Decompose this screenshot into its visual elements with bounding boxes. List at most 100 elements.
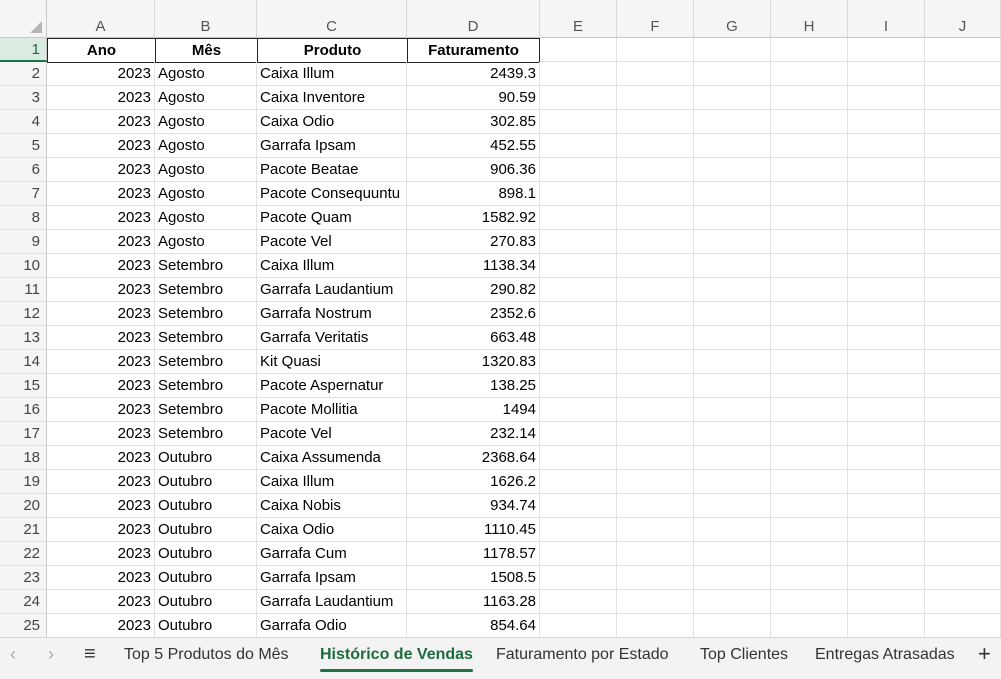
table-cell[interactable]: 2023 [47,350,155,374]
table-cell[interactable]: Outubro [155,494,257,518]
table-cell[interactable]: 1508.5 [407,566,540,590]
empty-cell[interactable] [694,278,771,302]
empty-cell[interactable] [540,86,617,110]
table-cell[interactable]: Pacote Mollitia [257,398,407,422]
empty-cell[interactable] [771,182,848,206]
empty-cell[interactable] [848,38,925,62]
table-cell[interactable]: 2023 [47,62,155,86]
empty-cell[interactable] [771,62,848,86]
table-cell[interactable]: Garrafa Laudantium [257,590,407,614]
empty-cell[interactable] [617,566,694,590]
table-cell[interactable]: 1110.45 [407,518,540,542]
empty-cell[interactable] [617,86,694,110]
table-cell[interactable]: Pacote Quam [257,206,407,230]
row-header[interactable]: 19 [0,470,47,494]
empty-cell[interactable] [617,110,694,134]
empty-cell[interactable] [925,110,1001,134]
table-cell[interactable]: Garrafa Odio [257,614,407,637]
table-cell[interactable]: Caixa Nobis [257,494,407,518]
empty-cell[interactable] [925,470,1001,494]
empty-cell[interactable] [540,38,617,62]
table-cell[interactable]: 270.83 [407,230,540,254]
empty-cell[interactable] [925,38,1001,62]
table-cell[interactable]: Caixa Odio [257,110,407,134]
row-header[interactable]: 3 [0,86,47,110]
empty-cell[interactable] [540,182,617,206]
table-cell[interactable]: 2023 [47,518,155,542]
table-cell[interactable]: 90.59 [407,86,540,110]
empty-cell[interactable] [694,566,771,590]
empty-cell[interactable] [540,278,617,302]
row-header[interactable]: 25 [0,614,47,637]
row-header[interactable]: 17 [0,422,47,446]
table-cell[interactable]: Setembro [155,254,257,278]
empty-cell[interactable] [771,566,848,590]
empty-cell[interactable] [848,566,925,590]
empty-cell[interactable] [771,254,848,278]
table-cell[interactable]: 2023 [47,470,155,494]
table-cell[interactable]: Garrafa Veritatis [257,326,407,350]
empty-cell[interactable] [694,470,771,494]
empty-cell[interactable] [540,542,617,566]
empty-cell[interactable] [848,134,925,158]
empty-cell[interactable] [617,278,694,302]
empty-cell[interactable] [694,182,771,206]
empty-cell[interactable] [848,446,925,470]
empty-cell[interactable] [771,134,848,158]
sheet-list-menu-icon[interactable]: ≡ [84,643,96,665]
empty-cell[interactable] [540,470,617,494]
empty-cell[interactable] [617,446,694,470]
empty-cell[interactable] [925,254,1001,278]
empty-cell[interactable] [617,182,694,206]
empty-cell[interactable] [848,374,925,398]
table-cell[interactable]: Kit Quasi [257,350,407,374]
empty-cell[interactable] [925,494,1001,518]
empty-cell[interactable] [617,614,694,637]
empty-cell[interactable] [540,62,617,86]
table-cell[interactable]: 1138.34 [407,254,540,278]
table-cell[interactable]: 2023 [47,590,155,614]
table-cell[interactable]: 2023 [47,614,155,637]
empty-cell[interactable] [540,206,617,230]
empty-cell[interactable] [540,518,617,542]
table-cell[interactable]: 2368.64 [407,446,540,470]
empty-cell[interactable] [771,494,848,518]
table-cell[interactable]: 2352.6 [407,302,540,326]
column-header-e[interactable]: E [540,0,617,38]
row-header[interactable]: 13 [0,326,47,350]
table-cell[interactable]: Agosto [155,206,257,230]
column-header-h[interactable]: H [771,0,848,38]
table-cell[interactable]: Outubro [155,518,257,542]
table-cell[interactable]: Outubro [155,614,257,637]
empty-cell[interactable] [848,278,925,302]
empty-cell[interactable] [771,542,848,566]
empty-cell[interactable] [694,62,771,86]
empty-cell[interactable] [848,302,925,326]
column-header-f[interactable]: F [617,0,694,38]
empty-cell[interactable] [694,350,771,374]
column-header-a[interactable]: A [47,0,155,38]
empty-cell[interactable] [771,350,848,374]
empty-cell[interactable] [694,494,771,518]
empty-cell[interactable] [694,590,771,614]
tab-faturamento-por-estado[interactable]: Faturamento por Estado [496,646,669,663]
empty-cell[interactable] [925,302,1001,326]
empty-cell[interactable] [848,590,925,614]
empty-cell[interactable] [540,326,617,350]
row-header[interactable]: 21 [0,518,47,542]
add-sheet-icon[interactable]: + [978,641,991,666]
table-cell[interactable]: 2023 [47,494,155,518]
empty-cell[interactable] [848,230,925,254]
row-header[interactable]: 23 [0,566,47,590]
table-cell[interactable]: Pacote Consequuntu [257,182,407,206]
table-cell[interactable]: 2023 [47,86,155,110]
empty-cell[interactable] [617,38,694,62]
empty-cell[interactable] [925,542,1001,566]
table-cell[interactable]: 2023 [47,230,155,254]
table-cell[interactable]: Caixa Odio [257,518,407,542]
table-cell[interactable]: Agosto [155,86,257,110]
table-cell[interactable]: 2023 [47,254,155,278]
empty-cell[interactable] [540,350,617,374]
empty-cell[interactable] [771,614,848,637]
empty-cell[interactable] [694,134,771,158]
